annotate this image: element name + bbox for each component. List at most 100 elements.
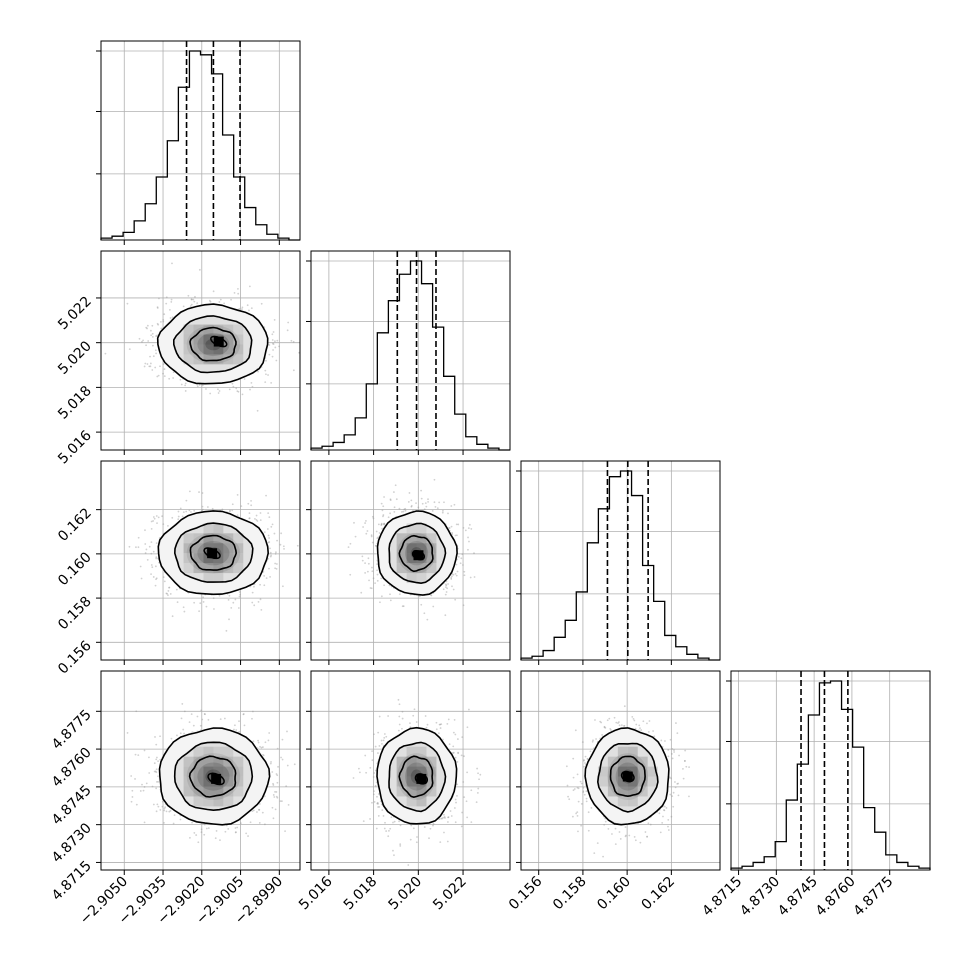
sample-point: [361, 555, 364, 558]
sample-point: [376, 802, 379, 805]
sample-point: [413, 708, 416, 711]
sample-point: [456, 783, 459, 786]
sample-point: [130, 775, 133, 777]
density-cell: [183, 766, 194, 777]
sample-point: [593, 852, 596, 855]
x-tick-label-3-4: 4.8775: [851, 874, 897, 920]
sample-point: [375, 530, 378, 533]
sample-point: [267, 534, 270, 537]
sample-point: [457, 523, 460, 526]
sample-point: [152, 803, 155, 806]
sample-point: [443, 813, 445, 816]
density-panel-0-3: [100, 670, 301, 871]
sample-point: [292, 369, 295, 372]
sample-point: [219, 298, 222, 301]
sample-point: [452, 751, 455, 754]
sample-point: [473, 576, 476, 578]
sample-point: [684, 760, 686, 762]
sample-point: [181, 703, 184, 705]
sample-point: [155, 768, 158, 771]
sample-point: [155, 542, 158, 545]
density-cell: [223, 543, 234, 554]
sample-point: [572, 757, 575, 760]
sample-point: [205, 605, 208, 608]
sample-point: [443, 831, 445, 834]
panel-frame-1-3: [310, 670, 511, 871]
density-cell: [223, 746, 234, 757]
sample-point: [606, 719, 609, 722]
sample-point: [163, 368, 166, 370]
sample-point: [232, 385, 235, 388]
sample-point: [401, 710, 404, 713]
density-cell: [223, 334, 234, 345]
sample-point: [409, 722, 411, 725]
sample-point: [151, 785, 154, 788]
sample-point: [374, 745, 377, 748]
sample-point: [268, 344, 271, 346]
density-cell: [233, 553, 244, 564]
sample-point: [634, 839, 637, 842]
sample-point: [254, 517, 256, 520]
sample-point: [583, 793, 586, 796]
sample-point: [202, 601, 205, 603]
sample-point: [260, 302, 263, 305]
sample-point: [179, 732, 182, 735]
sample-point: [461, 811, 463, 814]
contour-middle: [173, 522, 254, 583]
sample-point: [150, 520, 153, 523]
sample-point: [624, 826, 627, 829]
sample-point: [258, 808, 261, 811]
sample-point: [589, 750, 592, 753]
sample-point: [366, 530, 369, 532]
sample-point: [208, 299, 211, 302]
density-peak-cell: [211, 773, 222, 784]
sample-point: [376, 563, 379, 565]
density-peak-cell: [213, 336, 224, 347]
sample-point: [614, 827, 617, 830]
sample-point: [399, 843, 402, 846]
sample-point: [361, 559, 364, 562]
sample-point: [582, 759, 585, 762]
histogram-3: [730, 680, 931, 870]
density-panel-2-3: [520, 670, 721, 871]
sample-point: [163, 807, 166, 810]
sample-point: [674, 786, 677, 789]
sample-point: [649, 823, 652, 826]
sample-point: [175, 588, 178, 591]
sample-point: [184, 382, 187, 385]
sample-point: [446, 723, 449, 725]
sample-point: [359, 771, 361, 774]
sample-point: [454, 756, 457, 759]
sample-point: [272, 784, 275, 786]
sample-point: [249, 821, 252, 824]
sample-point: [148, 772, 151, 774]
sample-point: [205, 388, 207, 390]
x-tick-label-1-3-1: 5.018: [341, 874, 381, 914]
sample-point: [372, 793, 375, 796]
sample-point: [170, 737, 173, 740]
sample-point: [225, 629, 228, 632]
sample-point: [154, 736, 156, 738]
sample-point: [153, 770, 156, 773]
sample-point: [447, 816, 449, 819]
sample-point: [667, 749, 670, 751]
sample-point: [262, 754, 265, 757]
sample-point: [457, 555, 460, 558]
sample-point: [263, 531, 266, 533]
sample-point: [180, 383, 183, 386]
contour-inner: [398, 534, 434, 573]
sample-point: [463, 796, 466, 799]
sample-point: [600, 721, 603, 724]
sample-point: [199, 724, 202, 727]
sample-point: [383, 522, 386, 525]
sample-point: [275, 551, 277, 554]
sample-point: [163, 375, 166, 378]
sample-point: [261, 746, 264, 748]
sample-point: [452, 573, 455, 576]
sample-point: [426, 723, 429, 726]
sample-point: [221, 508, 224, 511]
sample-point: [387, 835, 390, 838]
sample-point: [151, 335, 154, 338]
density-cell: [213, 324, 224, 335]
sample-point: [151, 324, 154, 327]
